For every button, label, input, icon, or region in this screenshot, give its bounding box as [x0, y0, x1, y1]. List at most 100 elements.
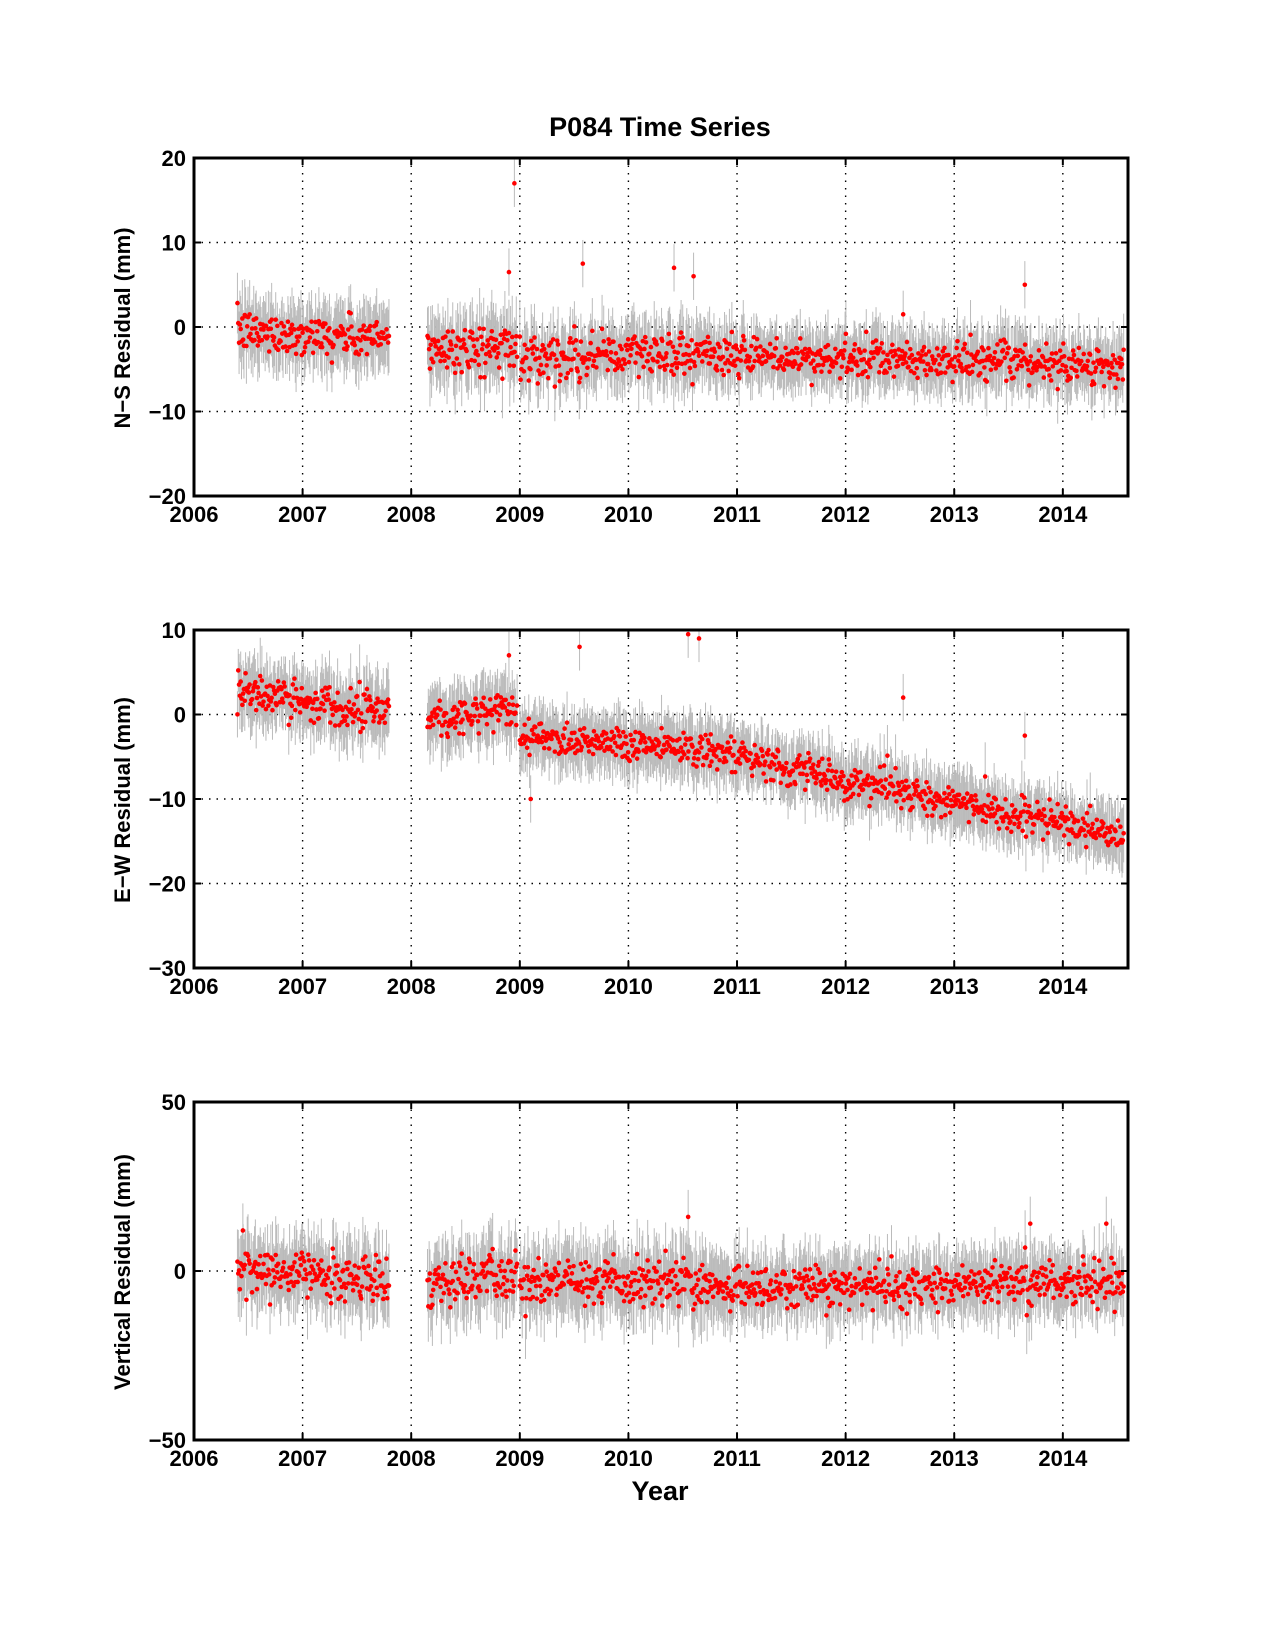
ew-residual-data-point — [850, 791, 856, 797]
ew-residual-data-point — [898, 792, 903, 798]
ew-residual-data-point — [696, 750, 702, 755]
ew-residual-data-point — [438, 707, 443, 712]
ew-residual-data-point — [706, 740, 712, 746]
ns-residual-data-point — [1047, 373, 1052, 378]
ew-residual-data-point — [259, 678, 265, 683]
ew-residual-data-point — [948, 797, 954, 803]
ns-residual-data-point — [605, 367, 611, 373]
ew-residual-data-point — [602, 748, 607, 753]
ns-residual-data-point — [809, 382, 814, 388]
ew-residual-data-point — [429, 714, 434, 719]
ew-residual-data-point — [634, 756, 640, 761]
ew-residual-data-point — [455, 707, 460, 713]
ew-residual-data-point — [994, 819, 999, 825]
ns-residual-data-point — [929, 367, 934, 373]
ew-residual-data-point — [342, 718, 348, 724]
ew-residual-data-point — [613, 752, 619, 758]
ew-residual-data-point — [325, 692, 331, 697]
ns-residual-data-point — [618, 363, 624, 369]
ew-residual-data-point — [642, 735, 647, 741]
ns-residual-data-point — [873, 338, 879, 343]
ns-residual-data-point — [647, 351, 652, 357]
ns-residual-y-tick-label: −20 — [149, 484, 186, 509]
ew-residual-data-point — [714, 767, 720, 772]
ew-residual-data-point — [526, 716, 532, 722]
ns-residual-data-point — [710, 354, 716, 360]
ns-residual-data-point — [249, 326, 255, 331]
ew-residual-data-point — [728, 734, 734, 739]
ns-residual-data-point — [1049, 351, 1055, 356]
ns-residual-data-point — [526, 378, 532, 383]
ew-residual-data-point — [695, 756, 701, 762]
ew-residual-data-point — [503, 697, 508, 703]
ns-residual-data-point — [1050, 364, 1056, 369]
ew-residual-data-point — [775, 748, 781, 754]
ew-residual-data-point — [1048, 808, 1054, 813]
ew-residual-data-point — [260, 703, 265, 708]
ew-residual-data-point — [950, 788, 955, 794]
ns-residual-y-tick-label: −10 — [149, 400, 186, 425]
ns-residual-data-point — [849, 367, 854, 373]
ns-residual-data-point — [1048, 378, 1054, 383]
ns-residual-data-point — [687, 365, 693, 371]
ns-residual-x-tick-label: 2012 — [821, 502, 870, 527]
ns-residual-data-point — [969, 369, 975, 375]
ew-residual-data-point — [1121, 830, 1126, 836]
ew-residual-data-point — [474, 706, 480, 711]
ns-residual-data-point — [619, 346, 624, 352]
ns-residual-data-point — [690, 382, 695, 387]
ns-residual-data-point — [588, 340, 593, 346]
ew-residual-data-point — [855, 777, 860, 783]
ns-residual-data-point — [797, 336, 803, 341]
ns-residual-data-point — [295, 339, 301, 344]
ew-residual-data-point — [815, 763, 821, 769]
ns-residual-data-point — [253, 316, 259, 321]
ew-residual-data-point — [1061, 833, 1067, 838]
ew-residual-data-point — [436, 719, 442, 725]
ew-residual-data-point — [1080, 816, 1086, 821]
ew-residual-data-point — [344, 714, 349, 719]
ns-residual-data-point — [1036, 348, 1042, 353]
ns-residual-data-point — [767, 341, 773, 347]
ns-residual-data-point — [324, 351, 330, 357]
ns-residual-data-point — [1101, 383, 1107, 389]
ns-residual-data-point — [850, 359, 855, 364]
ns-residual-data-point — [620, 366, 625, 372]
ns-residual-data-point — [508, 344, 513, 350]
ew-residual-data-point — [1017, 820, 1022, 826]
ns-residual-data-point — [714, 368, 720, 373]
ns-residual-data-point — [1046, 366, 1052, 372]
ns-residual-data-point — [1099, 369, 1104, 375]
ns-residual-data-point — [238, 326, 243, 332]
ns-residual-data-point — [293, 351, 299, 357]
ns-residual-data-point — [704, 348, 710, 354]
ns-residual-data-point — [934, 368, 939, 373]
ns-residual-data-point — [625, 347, 630, 353]
ns-residual-data-point — [477, 326, 482, 331]
ew-residual-data-point — [253, 679, 258, 685]
ns-residual-data-point — [1109, 365, 1115, 370]
ns-residual-data-point — [482, 375, 487, 380]
ew-residual-data-point — [737, 761, 743, 766]
ns-residual-data-point — [541, 370, 546, 375]
ew-residual-data-point — [981, 810, 986, 816]
ew-residual-data-point — [248, 701, 253, 707]
ns-residual-data-point — [733, 343, 739, 348]
ns-residual-data-point — [494, 355, 500, 360]
ns-residual-x-tick-label: 2014 — [1038, 502, 1088, 527]
ew-residual-data-point — [383, 708, 388, 714]
ew-residual-data-point — [914, 778, 920, 783]
ns-residual-data-point — [480, 342, 486, 347]
ns-residual-data-point — [893, 352, 898, 357]
ns-residual-data-point — [691, 359, 697, 365]
ns-residual-data-point — [950, 379, 955, 385]
ew-residual-data-point — [642, 740, 648, 745]
ns-residual-data-point — [669, 368, 674, 374]
ns-residual-data-point — [871, 355, 876, 361]
ns-residual-data-point — [819, 369, 824, 374]
ew-residual-data-point — [314, 696, 320, 702]
ns-residual-data-point — [778, 358, 784, 364]
ns-residual-data-point — [352, 342, 358, 348]
ns-residual-data-point — [1025, 362, 1030, 367]
ew-residual-data-point — [710, 743, 715, 749]
